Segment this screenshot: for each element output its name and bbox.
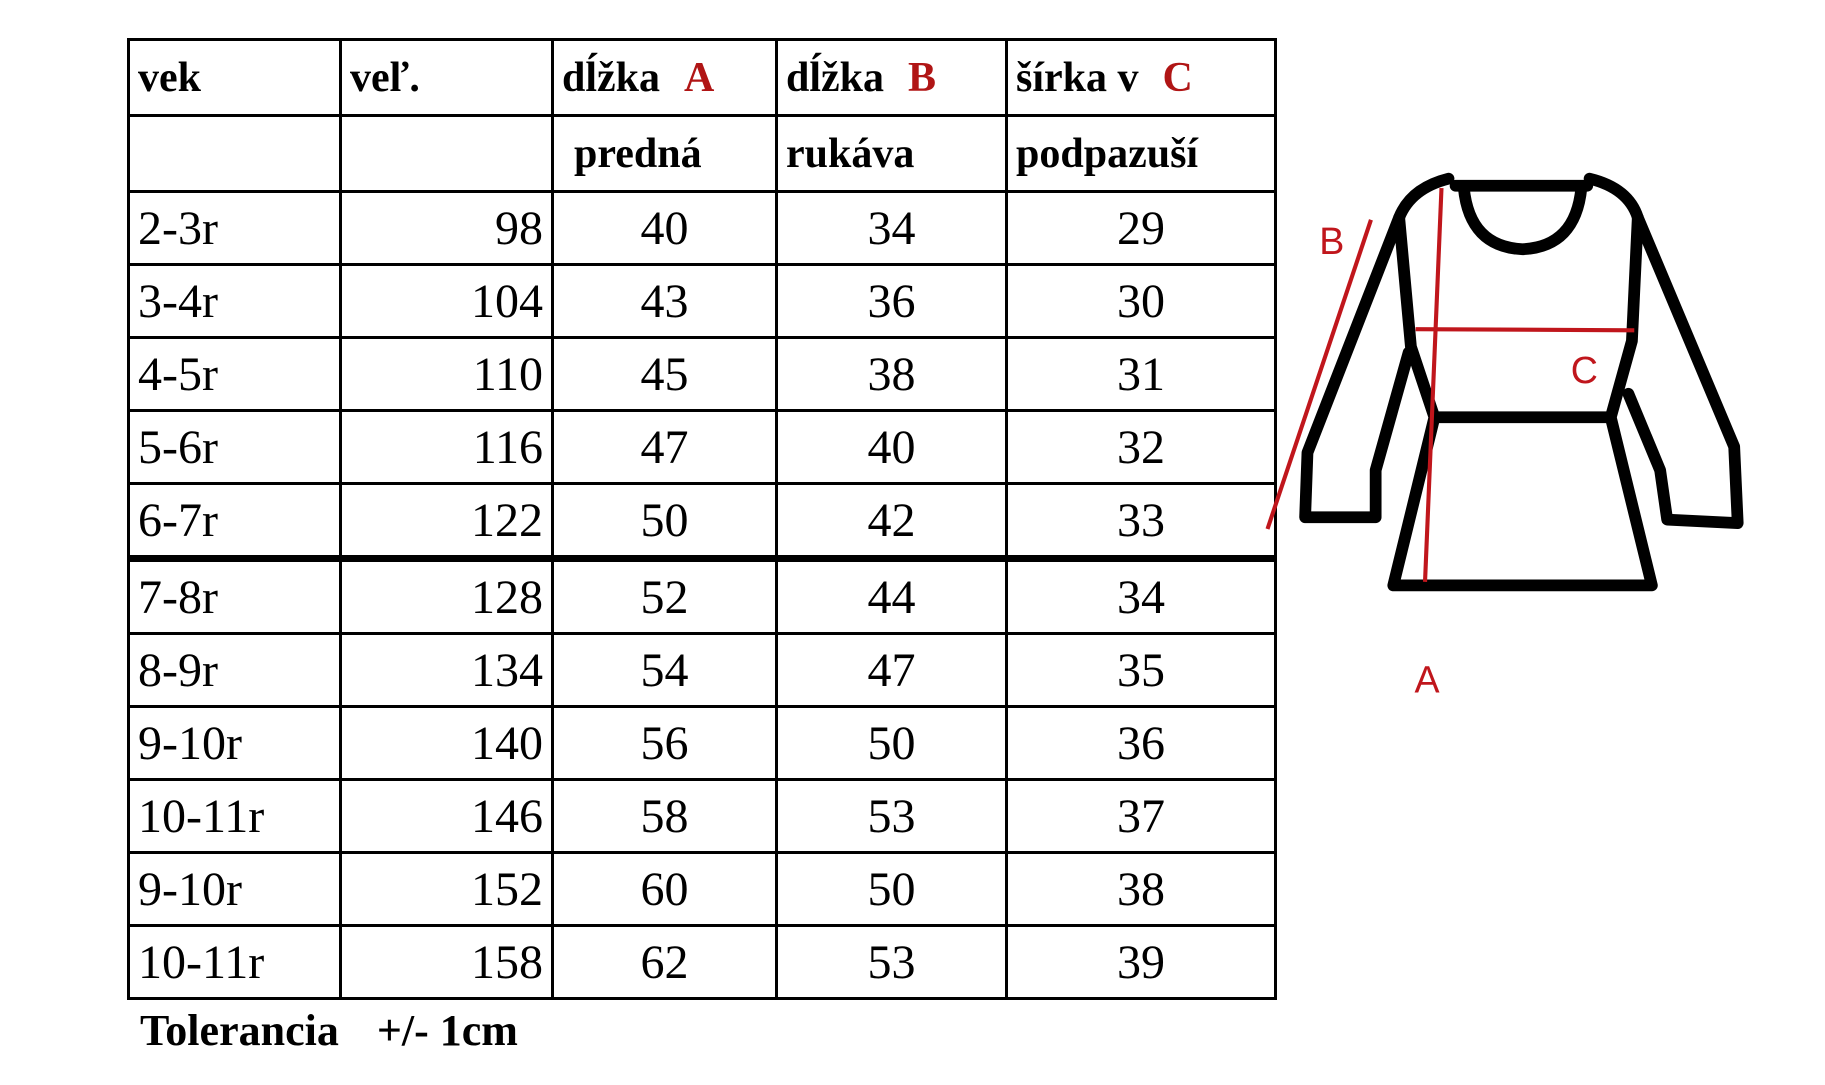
table-cell: 5-6r — [127, 409, 342, 485]
subheader-sleeve: rukáva — [775, 114, 1008, 193]
table-cell: 36 — [775, 263, 1008, 339]
table-cell: 40 — [775, 409, 1008, 485]
table-cell: 3-4r — [127, 263, 342, 339]
table-cell: 53 — [775, 778, 1008, 854]
measure-line-b — [1265, 219, 1373, 530]
table-row: 10-11r 146 58 53 37 — [127, 778, 1277, 854]
table-cell: 98 — [339, 190, 554, 266]
table-cell: 34 — [775, 190, 1008, 266]
table-cell: 158 — [339, 924, 554, 1000]
table-cell: 37 — [1005, 778, 1277, 854]
table-cell: 38 — [1005, 851, 1277, 927]
subheader-row: predná rukáva podpazuší — [127, 114, 1277, 193]
table-row: 6-7r 122 50 42 33 — [127, 482, 1277, 560]
table-row: 10-11r 158 62 53 39 — [127, 924, 1277, 1000]
table-cell: 44 — [775, 555, 1008, 635]
table-cell: 52 — [551, 555, 778, 635]
sweater-outline — [1299, 172, 1744, 592]
table-cell: 10-11r — [127, 778, 342, 854]
measure-line-c — [1415, 327, 1635, 333]
table-cell: 6-7r — [127, 482, 342, 560]
table-row: 8-9r 134 54 47 35 — [127, 632, 1277, 708]
table-cell: 33 — [1005, 482, 1277, 560]
table-cell: 50 — [775, 851, 1008, 927]
header-age: vek — [127, 38, 342, 117]
subheader-cell — [339, 114, 554, 193]
header-row: vek veľ. dĺžka A dĺžka B šírka v C — [127, 38, 1277, 117]
letter-c: C — [1162, 54, 1193, 101]
table-row: 3-4r 104 43 36 30 — [127, 263, 1277, 339]
header-length-b: dĺžka B — [775, 38, 1008, 117]
table-cell: 43 — [551, 263, 778, 339]
table-cell: 38 — [775, 336, 1008, 412]
table-cell: 116 — [339, 409, 554, 485]
table-cell: 30 — [1005, 263, 1277, 339]
table-cell: 7-8r — [127, 555, 342, 635]
table-cell: 29 — [1005, 190, 1277, 266]
header-text: dĺžka — [562, 54, 661, 101]
header-text: šírka v — [1016, 54, 1139, 101]
table-cell: 31 — [1005, 336, 1277, 412]
table-cell: 45 — [551, 336, 778, 412]
table-cell: 56 — [551, 705, 778, 781]
letter-a: A — [684, 54, 715, 101]
table-cell: 54 — [551, 632, 778, 708]
table-cell: 34 — [1005, 555, 1277, 635]
table-cell: 9-10r — [127, 851, 342, 927]
table-cell: 9-10r — [127, 705, 342, 781]
table-row: 5-6r 116 47 40 32 — [127, 409, 1277, 485]
table-row: 2-3r 98 40 34 29 — [127, 190, 1277, 266]
table-row: 9-10r 152 60 50 38 — [127, 851, 1277, 927]
table-cell: 32 — [1005, 409, 1277, 485]
table-cell: 104 — [339, 263, 554, 339]
tolerance-note: Tolerancia +/- 1cm — [140, 1005, 518, 1056]
label-c: C — [1571, 349, 1598, 391]
table-cell: 50 — [775, 705, 1008, 781]
table-cell: 134 — [339, 632, 554, 708]
subheader-underarm: podpazuší — [1005, 114, 1277, 193]
table-cell: 58 — [551, 778, 778, 854]
table-cell: 42 — [775, 482, 1008, 560]
table-cell: 10-11r — [127, 924, 342, 1000]
table-cell: 62 — [551, 924, 778, 1000]
label-b: B — [1319, 220, 1344, 262]
subheader-cell — [127, 114, 342, 193]
table-cell: 40 — [551, 190, 778, 266]
table-cell: 2-3r — [127, 190, 342, 266]
header-size: veľ. — [339, 38, 554, 117]
table-cell: 110 — [339, 336, 554, 412]
table-cell: 140 — [339, 705, 554, 781]
measure-lines — [1265, 187, 1635, 582]
letter-b: B — [908, 54, 937, 101]
table-cell: 47 — [551, 409, 778, 485]
label-a: A — [1414, 658, 1440, 700]
subheader-front: predná — [551, 114, 778, 193]
table-row: 4-5r 110 45 38 31 — [127, 336, 1277, 412]
table-cell: 47 — [775, 632, 1008, 708]
table-cell: 4-5r — [127, 336, 342, 412]
measure-line-a — [1422, 187, 1444, 582]
size-chart-table: vek veľ. dĺžka A dĺžka B šírka v C predná r… — [127, 38, 1277, 1000]
table-cell: 35 — [1005, 632, 1277, 708]
table-cell: 122 — [339, 482, 554, 560]
table-cell: 53 — [775, 924, 1008, 1000]
table-cell: 60 — [551, 851, 778, 927]
table-cell: 39 — [1005, 924, 1277, 1000]
header-width-c: šírka v C — [1005, 38, 1277, 117]
header-text: dĺžka — [786, 54, 885, 101]
tolerance-value: +/- 1cm — [376, 1006, 518, 1055]
header-length-a: dĺžka A — [551, 38, 778, 117]
table-row: 9-10r 140 56 50 36 — [127, 705, 1277, 781]
table-row: 7-8r 128 52 44 34 — [127, 555, 1277, 635]
table-cell: 146 — [339, 778, 554, 854]
table-cell: 8-9r — [127, 632, 342, 708]
table-cell: 36 — [1005, 705, 1277, 781]
tolerance-label: Tolerancia — [140, 1006, 339, 1055]
table-cell: 152 — [339, 851, 554, 927]
table-cell: 50 — [551, 482, 778, 560]
table-cell: 128 — [339, 555, 554, 635]
